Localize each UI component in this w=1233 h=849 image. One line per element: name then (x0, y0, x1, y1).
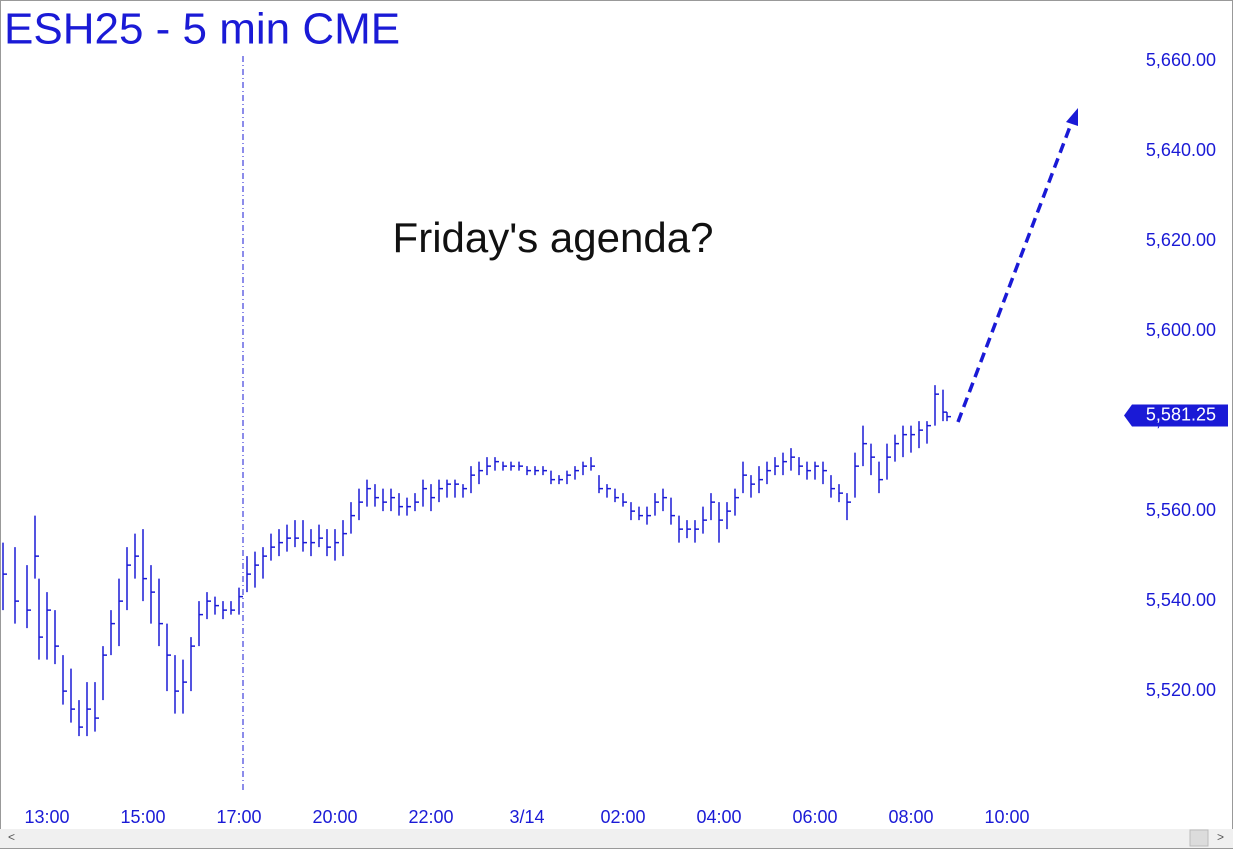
annotation: Friday's agenda? (393, 214, 714, 261)
y-tick-label: 5,540.00 (1146, 590, 1216, 610)
y-tick-label: 5,560.00 (1146, 500, 1216, 520)
x-tick-label: 17:00 (216, 807, 261, 827)
chart-title: ESH25 - 5 min CME (4, 5, 400, 54)
scroll-thumb (1189, 829, 1209, 847)
scrollbar (0, 829, 1233, 848)
last-price-box (1124, 404, 1228, 427)
x-tick-label: 08:00 (888, 807, 933, 827)
arrow-head (1066, 108, 1078, 126)
x-tick-label: 04:00 (696, 807, 741, 827)
y-tick-label: 5,640.00 (1146, 140, 1216, 160)
scroll-right[interactable]: > (1217, 830, 1224, 844)
scroll-left[interactable]: < (8, 830, 15, 844)
x-tick-label: 13:00 (24, 807, 69, 827)
last-price-label: 5,581.25 (1146, 404, 1216, 424)
y-tick-label: 5,660.00 (1146, 50, 1216, 70)
forecast-arrow (956, 123, 1073, 423)
y-tick-label: 5,600.00 (1146, 320, 1216, 340)
x-tick-label: 15:00 (120, 807, 165, 827)
x-tick-label: 20:00 (312, 807, 357, 827)
x-tick-label: 3/14 (509, 807, 544, 827)
y-tick-label: 5,620.00 (1146, 230, 1216, 250)
x-tick-label: 02:00 (600, 807, 645, 827)
y-tick-label: 5,520.00 (1146, 680, 1216, 700)
x-tick-label: 22:00 (408, 807, 453, 827)
x-tick-label: 06:00 (792, 807, 837, 827)
x-tick-label: 10:00 (984, 807, 1029, 827)
